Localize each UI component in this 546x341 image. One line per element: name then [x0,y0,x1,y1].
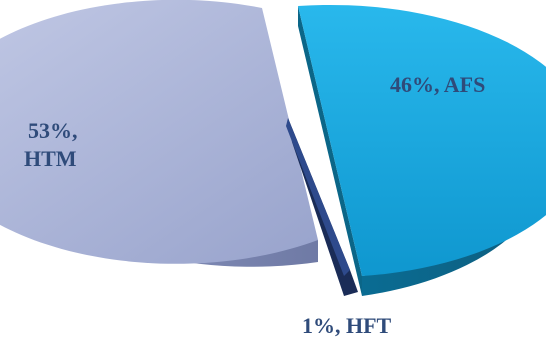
pie-slice-hft [286,118,350,276]
label-hft: 1%, HFT [302,313,392,338]
label-htm-line2: HTM [24,146,77,171]
pie-slice-afs [298,4,546,276]
pie-slice-htm [0,0,318,264]
label-afs: 46%, AFS [390,72,485,97]
pie-slice-side-afs-inner [298,6,362,296]
label-htm-line1: 53%, [28,118,78,143]
